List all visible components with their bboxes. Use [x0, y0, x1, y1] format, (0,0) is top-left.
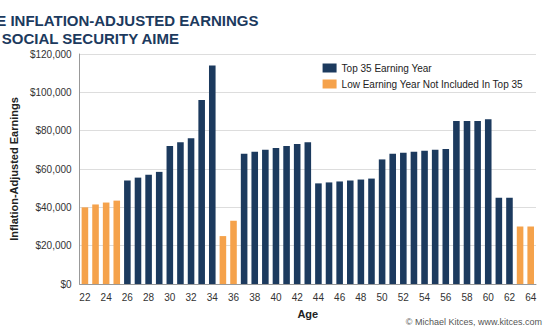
- svg-text:$120,000: $120,000: [30, 49, 72, 60]
- svg-text:56: 56: [440, 292, 452, 303]
- svg-text:36: 36: [228, 292, 240, 303]
- svg-text:54: 54: [419, 292, 431, 303]
- svg-text:HYPOTHETICAL LIFETIME INFLATIO: HYPOTHETICAL LIFETIME INFLATION-ADJUSTED…: [0, 12, 263, 29]
- svg-text:38: 38: [249, 292, 261, 303]
- svg-text:64: 64: [525, 292, 537, 303]
- svg-text:46: 46: [334, 292, 346, 303]
- svg-text:24: 24: [101, 292, 113, 303]
- svg-text:© Michael Kitces, www.kitces.c: © Michael Kitces, www.kitces.com: [406, 317, 542, 327]
- svg-text:$20,000: $20,000: [35, 240, 72, 251]
- svg-text:$100,000: $100,000: [30, 87, 72, 98]
- svg-text:26: 26: [122, 292, 134, 303]
- svg-text:44: 44: [313, 292, 325, 303]
- svg-text:Top 35 Earning Year: Top 35 Earning Year: [342, 63, 433, 74]
- svg-text:40: 40: [270, 292, 282, 303]
- svg-text:62: 62: [504, 292, 516, 303]
- svg-text:22: 22: [79, 292, 91, 303]
- svg-text:Low Earning Year Not Included: Low Earning Year Not Included In Top 35: [342, 79, 523, 90]
- svg-text:50: 50: [377, 292, 389, 303]
- svg-text:30: 30: [164, 292, 176, 303]
- svg-text:32: 32: [185, 292, 197, 303]
- svg-text:58: 58: [461, 292, 473, 303]
- svg-text:$60,000: $60,000: [35, 164, 72, 175]
- svg-text:INCLUDED IN SOCIAL SECURITY AI: INCLUDED IN SOCIAL SECURITY AIME: [0, 30, 179, 47]
- svg-text:$80,000: $80,000: [35, 125, 72, 136]
- svg-text:$40,000: $40,000: [35, 202, 72, 213]
- svg-text:Age: Age: [297, 308, 318, 320]
- svg-text:$0: $0: [60, 279, 72, 290]
- svg-text:Inflation-Adjusted Earnings: Inflation-Adjusted Earnings: [8, 97, 20, 241]
- svg-text:60: 60: [483, 292, 495, 303]
- svg-text:52: 52: [398, 292, 410, 303]
- svg-text:34: 34: [207, 292, 219, 303]
- svg-text:42: 42: [292, 292, 304, 303]
- svg-text:48: 48: [355, 292, 367, 303]
- svg-text:28: 28: [143, 292, 155, 303]
